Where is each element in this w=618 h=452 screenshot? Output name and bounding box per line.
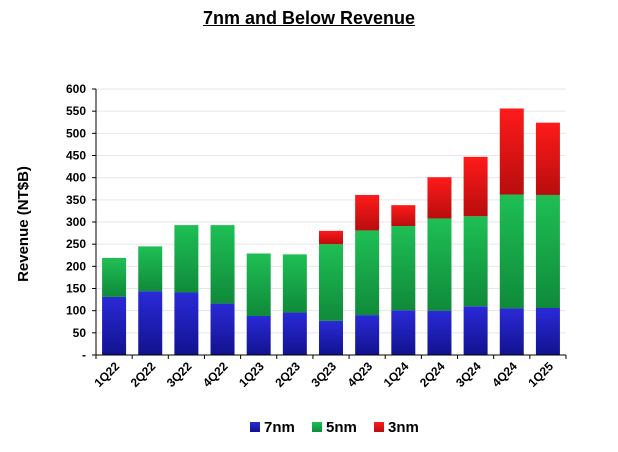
y-tick-label: 200 — [66, 259, 86, 273]
y-tick-label: 450 — [66, 149, 86, 163]
bar-5nm-1Q25 — [535, 194, 560, 309]
x-tick-label: 1Q23 — [236, 359, 267, 390]
bar-7nm-2Q24 — [427, 310, 452, 355]
y-tick-label: 50 — [73, 326, 87, 340]
bar-5nm-3Q22 — [174, 225, 199, 293]
y-tick-label: 500 — [66, 126, 86, 140]
y-tick-label: 300 — [66, 215, 86, 229]
bar-7nm-1Q22 — [102, 296, 127, 355]
bar-5nm-1Q23 — [246, 253, 271, 316]
x-tick-label: 1Q25 — [525, 359, 556, 390]
legend-label-5nm: 5nm — [326, 419, 357, 436]
x-tick-labels: 1Q22 2Q22 3Q22 4Q22 1Q23 2Q23 3Q23 4Q23 1Q24 2Q24… — [92, 359, 557, 390]
bar-7nm-3Q24 — [463, 306, 488, 355]
axes — [92, 88, 567, 359]
bar-7nm-3Q23 — [319, 320, 343, 355]
y-tick-label: 150 — [66, 282, 86, 296]
x-tick-label: 2Q23 — [272, 359, 303, 390]
y-tick-label: 350 — [66, 193, 86, 207]
legend-swatch-5nm — [312, 422, 322, 432]
bar-7nm-3Q22 — [174, 292, 199, 355]
y-tick-label: 100 — [66, 304, 86, 318]
bar-7nm-4Q24 — [499, 308, 524, 355]
y-tick-label: 600 — [66, 82, 86, 96]
legend-label-7nm: 7nm — [264, 419, 295, 436]
x-tick-label: 4Q24 — [489, 359, 520, 390]
y-tick-label: 550 — [66, 104, 86, 118]
legend: 7nm 5nm 3nm — [250, 419, 419, 436]
bar-7nm-2Q22 — [138, 291, 163, 355]
bar-7nm-1Q24 — [391, 310, 416, 355]
bar-5nm-1Q24 — [391, 225, 416, 311]
bars — [102, 108, 560, 355]
bar-5nm-2Q24 — [427, 218, 452, 311]
bar-3nm-1Q24 — [391, 205, 416, 226]
y-axis-label: Revenue (NT$B) — [15, 166, 32, 282]
chart-title: 7nm and Below Revenue — [202, 8, 416, 28]
y-tick-label: 400 — [66, 171, 86, 185]
y-tick-label: 250 — [66, 237, 86, 251]
bar-7nm-1Q25 — [535, 308, 560, 355]
bar-5nm-2Q22 — [138, 246, 163, 292]
x-tick-label: 1Q24 — [381, 359, 412, 390]
bar-7nm-4Q22 — [210, 303, 235, 355]
bar-5nm-2Q23 — [282, 254, 307, 313]
x-tick-label: 1Q22 — [92, 359, 123, 390]
bar-3nm-1Q25 — [535, 122, 560, 195]
bar-3nm-4Q24 — [499, 108, 524, 195]
legend-swatch-3nm — [374, 422, 384, 432]
y-tick-label: - — [82, 348, 86, 362]
x-tick-label: 3Q24 — [453, 359, 484, 390]
legend-swatch-7nm — [250, 422, 260, 432]
bar-5nm-3Q24 — [463, 216, 488, 307]
bar-5nm-3Q23 — [319, 244, 343, 321]
bar-5nm-1Q22 — [102, 257, 127, 297]
bar-7nm-2Q23 — [282, 312, 307, 355]
x-tick-label: 2Q22 — [128, 359, 159, 390]
legend-label-3nm: 3nm — [388, 419, 419, 436]
bar-3nm-2Q24 — [427, 177, 452, 219]
y-tick-labels: - 50 100 150 200 250 300 350 400 450 500 550 600 — [66, 82, 86, 362]
bar-5nm-4Q23 — [355, 230, 380, 316]
x-tick-label: 4Q23 — [345, 359, 376, 390]
bar-3nm-4Q23 — [355, 194, 380, 231]
bar-3nm-3Q24 — [463, 156, 488, 217]
bar-7nm-4Q23 — [355, 315, 380, 355]
x-tick-label: 3Q23 — [308, 359, 339, 390]
bar-7nm-1Q23 — [246, 315, 271, 355]
bar-3nm-3Q23 — [319, 230, 343, 245]
bar-5nm-4Q24 — [499, 194, 524, 309]
x-tick-label: 4Q22 — [200, 359, 231, 390]
bar-5nm-4Q22 — [210, 225, 235, 304]
x-tick-label: 2Q24 — [417, 359, 448, 390]
x-tick-label: 3Q22 — [164, 359, 195, 390]
